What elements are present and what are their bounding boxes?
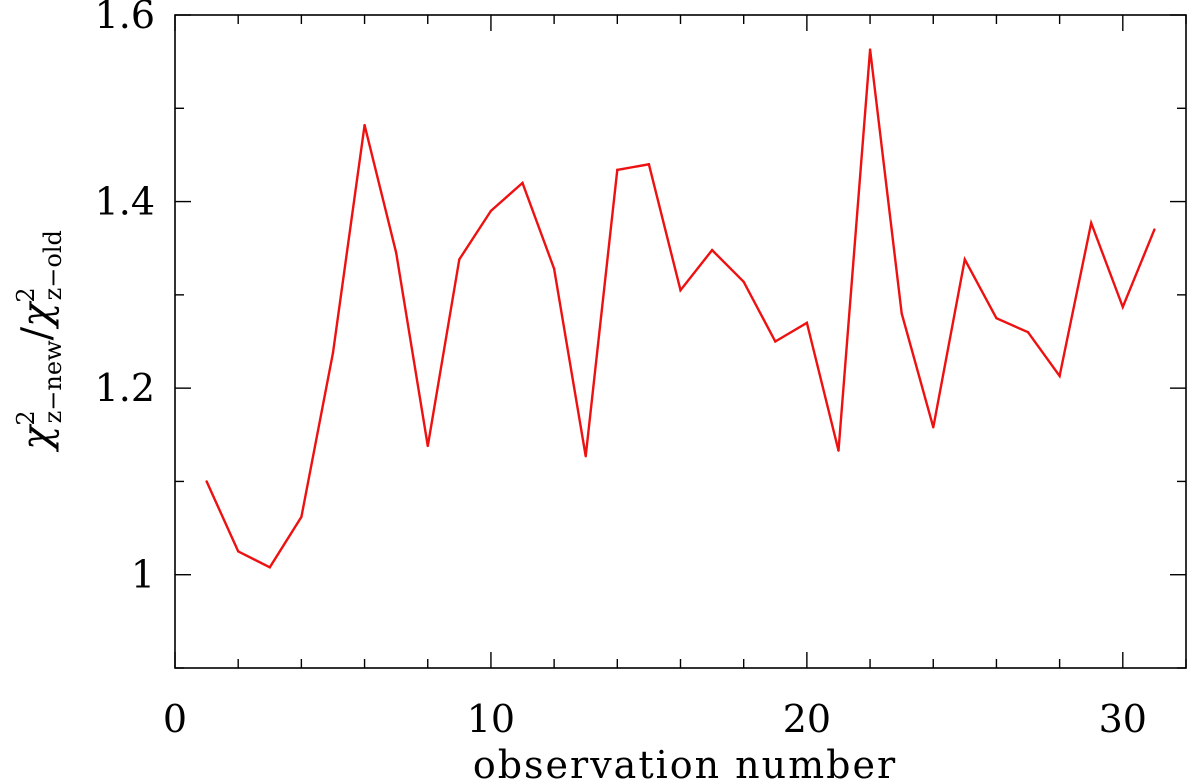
y-title-slash: / bbox=[14, 326, 60, 340]
data-point bbox=[521, 181, 524, 185]
data-point bbox=[552, 267, 556, 270]
data-point bbox=[584, 455, 587, 458]
x-tick-label: 20 bbox=[783, 697, 831, 741]
data-point bbox=[963, 258, 967, 261]
tick-labels: 0 10 20 30 1 1.2 1.4 1.6 bbox=[95, 0, 1147, 741]
y-title-sub-den: z−old bbox=[39, 230, 67, 300]
data-point bbox=[426, 444, 429, 448]
data-point bbox=[932, 426, 935, 429]
data-point bbox=[300, 515, 303, 519]
y-tick-label: 1.4 bbox=[95, 180, 155, 224]
data-point bbox=[268, 566, 271, 569]
x-tick-label: 30 bbox=[1099, 697, 1147, 741]
y-title-chi-den: χ bbox=[14, 300, 60, 330]
data-point bbox=[868, 48, 872, 51]
y-axis-title: χ2z−new/χ2z−old bbox=[12, 230, 67, 453]
x-axis-title: observation number bbox=[473, 743, 897, 781]
data-point bbox=[647, 163, 651, 166]
data-point bbox=[363, 123, 366, 127]
data-point bbox=[394, 251, 398, 255]
y-tick-label: 1 bbox=[131, 553, 155, 597]
x-tick-label: 0 bbox=[163, 697, 187, 741]
data-point bbox=[458, 258, 461, 261]
data-point bbox=[616, 168, 619, 172]
data-point bbox=[1090, 221, 1093, 225]
x-tick-label: 10 bbox=[467, 697, 515, 741]
data-point bbox=[679, 288, 682, 292]
y-tick-label: 1.6 bbox=[95, 0, 155, 37]
data-point bbox=[1026, 330, 1030, 334]
data-point bbox=[805, 321, 809, 325]
series-line bbox=[205, 49, 1156, 569]
data-point bbox=[1058, 374, 1061, 378]
y-title-sup-den: 2 bbox=[12, 287, 40, 302]
data-point bbox=[710, 248, 714, 252]
data-point bbox=[236, 550, 240, 553]
data-point bbox=[1121, 305, 1125, 309]
y-tick-label: 1.2 bbox=[95, 366, 155, 410]
data-point bbox=[995, 316, 998, 320]
series-points bbox=[205, 48, 1156, 569]
data-point bbox=[837, 449, 840, 452]
data-point bbox=[1153, 228, 1156, 231]
data-point bbox=[205, 480, 208, 483]
data-point bbox=[900, 312, 903, 315]
axis-ticks bbox=[174, 14, 1187, 669]
data-point bbox=[331, 351, 335, 354]
svg-text:χ2z−new/χ2z−old: χ2z−new/χ2z−old bbox=[12, 230, 67, 453]
y-title-chi-num: χ bbox=[14, 423, 60, 453]
data-point bbox=[489, 209, 493, 213]
data-point bbox=[774, 340, 777, 343]
y-title-sup-num: 2 bbox=[12, 410, 40, 425]
y-title-sub-num: z−new bbox=[39, 340, 67, 423]
data-point bbox=[742, 280, 745, 283]
